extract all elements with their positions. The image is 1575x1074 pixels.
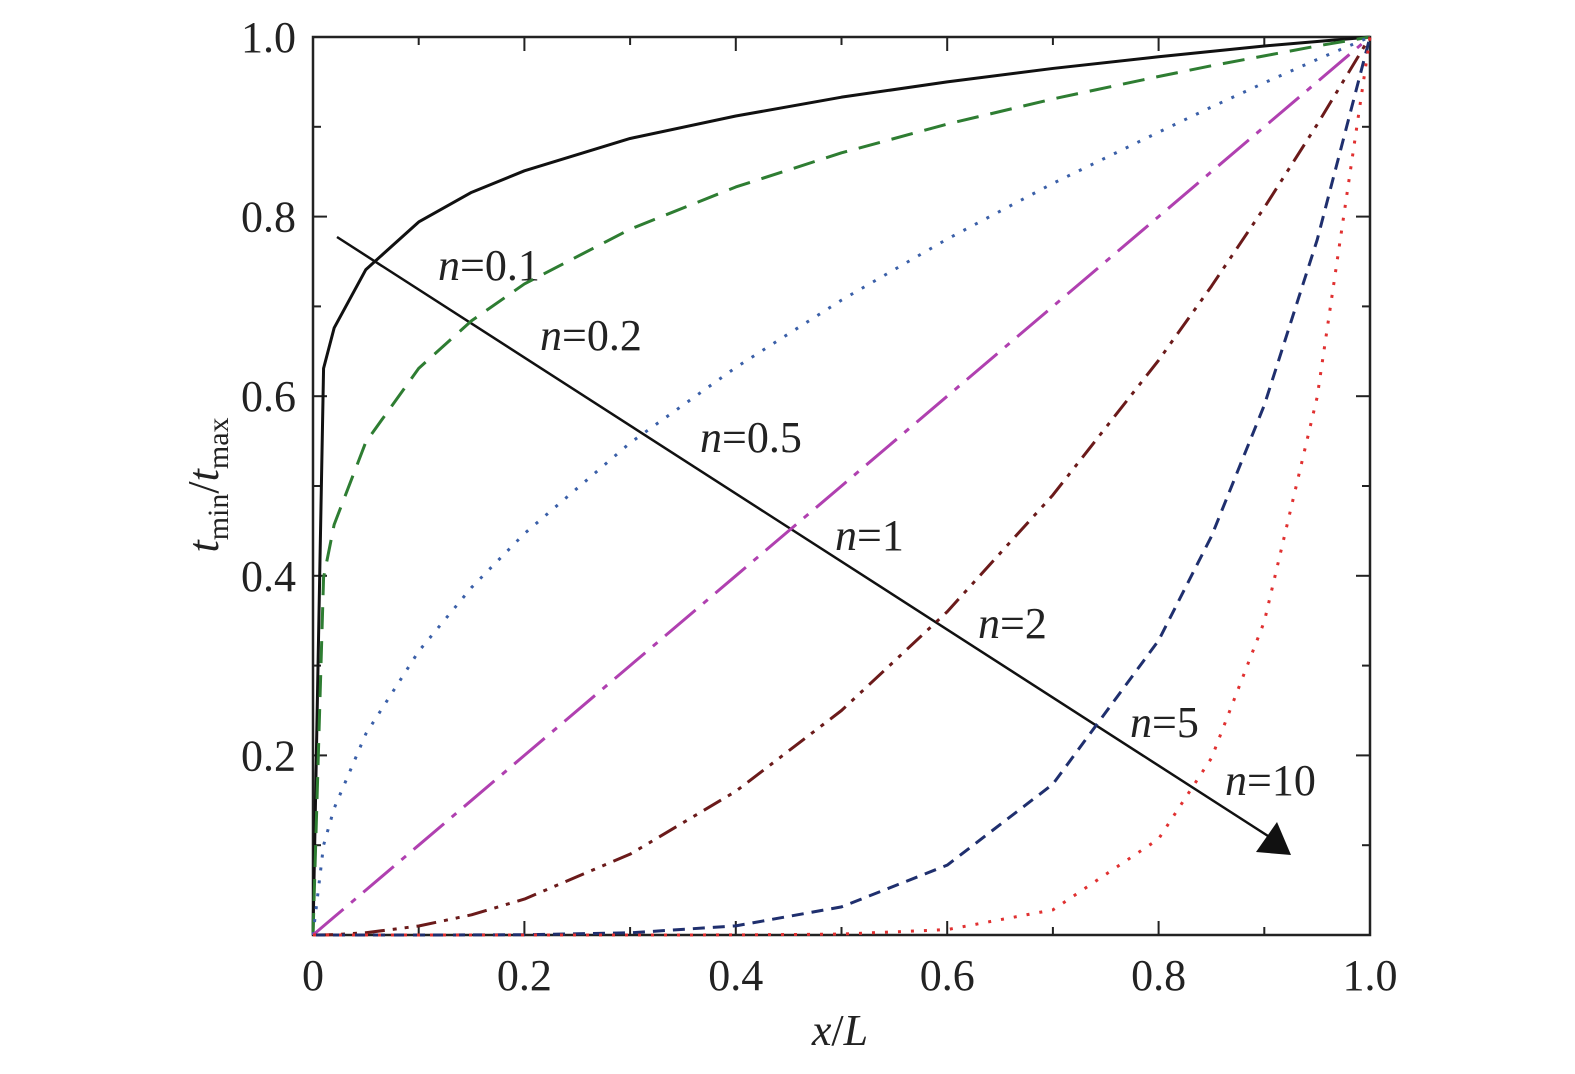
series-label: n=2: [978, 599, 1047, 648]
x-tick-label: 0: [302, 951, 324, 1000]
series-label-italic: n: [1130, 698, 1152, 747]
y-tick-label: 1.0: [241, 13, 296, 62]
arrow-head: [1256, 822, 1291, 855]
series-label: n=1: [835, 511, 904, 560]
y-axis-label: tmin/tmax: [179, 417, 235, 552]
x-tick-label: 0.4: [708, 951, 763, 1000]
series-label-italic: n: [1225, 756, 1247, 805]
x-label-part: x: [811, 1006, 832, 1055]
y-tick-label: 0.4: [241, 552, 296, 601]
series-label-rest: =1: [857, 511, 904, 560]
series-label: n=0.2: [540, 311, 642, 360]
y-label-part: min: [202, 494, 235, 541]
arrow-line: [336, 235, 1269, 838]
series-label-rest: =10: [1247, 756, 1316, 805]
series-line: [311, 35, 1371, 936]
y-tick-label: 0.6: [241, 372, 296, 421]
x-tick-label: 0.2: [497, 951, 552, 1000]
y-label-part: t: [179, 467, 228, 481]
y-tick-label: 0.8: [241, 193, 296, 242]
x-tick-label: 0.6: [920, 951, 975, 1000]
x-label-part: /: [831, 1006, 844, 1055]
series-line: [312, 35, 1371, 937]
series-line: [312, 36, 1372, 937]
series-label: n=10: [1225, 756, 1316, 805]
series-line: [311, 35, 1371, 936]
y-label-part: /: [179, 481, 228, 494]
series-label-rest: =0.2: [562, 311, 642, 360]
y-label-part: t: [179, 539, 228, 553]
y-label-part: max: [202, 417, 235, 469]
series-line: [313, 36, 1372, 937]
series-label: n=5: [1130, 698, 1199, 747]
y-tick-label: 0.2: [241, 731, 296, 780]
x-label-part: L: [843, 1006, 868, 1055]
series-label-italic: n: [438, 241, 460, 290]
x-tick-label: 0.8: [1131, 951, 1186, 1000]
series-line: [311, 35, 1371, 936]
series-label-italic: n: [700, 413, 722, 462]
series-label-rest: =2: [1000, 599, 1047, 648]
series-line: [313, 36, 1372, 937]
series-label-italic: n: [835, 511, 857, 560]
series-label-italic: n: [540, 311, 562, 360]
series-label-rest: =0.5: [722, 413, 802, 462]
series-label-italic: n: [978, 599, 1000, 648]
x-tick-label: 1.0: [1343, 951, 1398, 1000]
series-label-rest: =5: [1152, 698, 1199, 747]
x-axis-label: x/L: [811, 1006, 868, 1055]
series-label: n=0.5: [700, 413, 802, 462]
